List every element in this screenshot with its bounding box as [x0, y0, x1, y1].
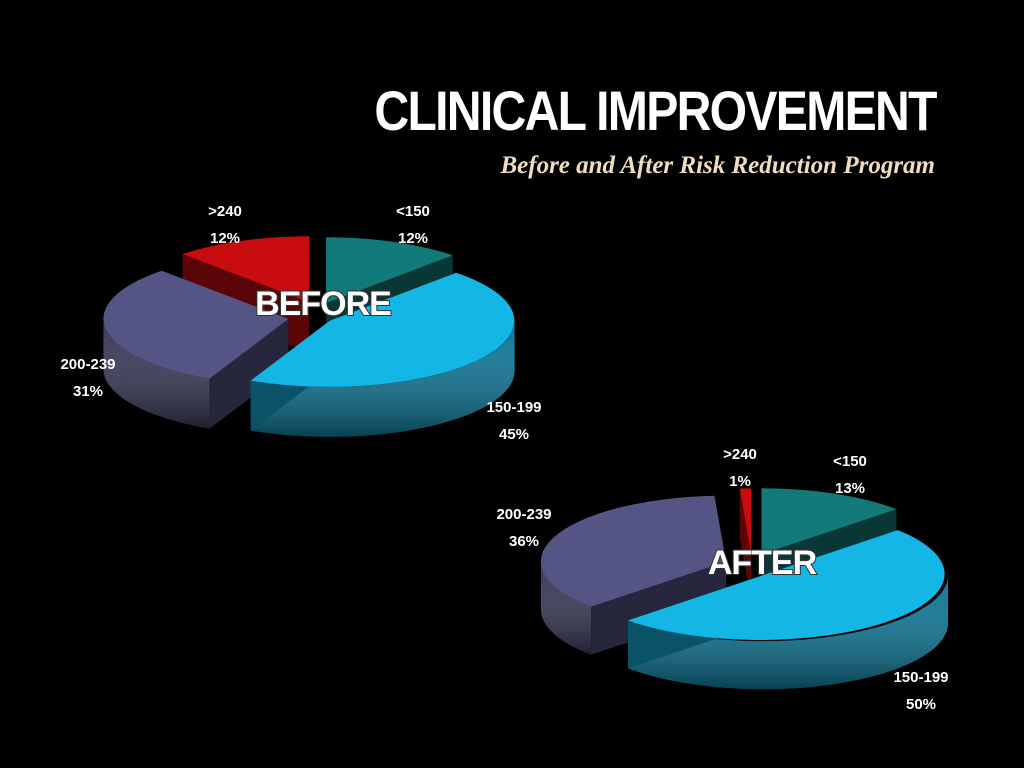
before-slice-lt150-top — [326, 237, 453, 304]
pie-before — [103, 236, 515, 437]
before-slice-150-199 — [250, 272, 515, 437]
after-label-gt240: >240 1% — [723, 446, 757, 490]
before-label-150-199-value: 45% — [499, 426, 529, 443]
after-slice-200-239 — [540, 495, 726, 655]
before-label-200-239-value: 31% — [73, 383, 103, 400]
pie-after — [540, 488, 948, 690]
before-slice-200-239-top — [103, 270, 289, 379]
before-label-200-239: 200-239 31% — [60, 356, 115, 400]
before-slice-200-239 — [103, 270, 289, 429]
after-slice-gt240-wall-0 — [739, 488, 752, 603]
before-slice-200-239-side-shade — [103, 318, 210, 429]
before-label-150-199-name: 150-199 — [486, 399, 541, 416]
before-label-gt240: >240 12% — [208, 203, 242, 247]
before-label-gt240-value: 12% — [210, 230, 240, 247]
before-slice-150-199-side-shade — [250, 320, 515, 437]
after-slice-gt240-top — [739, 488, 752, 555]
before-label-lt150-name: <150 — [396, 203, 430, 220]
after-label-150-199-name: 150-199 — [893, 669, 948, 686]
before-slice-150-199-top — [250, 272, 515, 387]
before-label-gt240-name: >240 — [208, 203, 242, 220]
before-label-200-239-name: 200-239 — [60, 356, 115, 373]
before-pie-title: BEFORE — [255, 285, 391, 323]
after-slice-150-199-top — [628, 530, 945, 640]
after-pie-title: AFTER — [708, 544, 817, 582]
after-slice-200-239-side-shade — [541, 561, 592, 655]
after-slice-gt240 — [739, 488, 752, 603]
after-label-200-239: 200-239 36% — [496, 506, 551, 550]
after-slice-lt150-top — [761, 488, 897, 555]
before-label-150-199: 150-199 45% — [486, 399, 541, 443]
after-label-gt240-name: >240 — [723, 446, 757, 463]
before-label-lt150-value: 12% — [398, 230, 428, 247]
before-slice-gt240-top — [182, 236, 310, 303]
after-slice-200-239-top — [540, 495, 726, 607]
after-label-150-199-value: 50% — [906, 696, 936, 713]
before-label-lt150: <150 12% — [396, 203, 430, 247]
after-label-200-239-name: 200-239 — [496, 506, 551, 523]
after-label-lt150-value: 13% — [835, 480, 865, 497]
after-label-gt240-value: 1% — [729, 473, 751, 490]
after-slice-200-239-wall-0 — [591, 561, 726, 655]
slide-title: CLINICAL IMPROVEMENT — [374, 79, 938, 142]
after-slice-150-199-side-shade — [628, 575, 948, 690]
slide-subtitle: Before and After Risk Reduction Program — [500, 152, 935, 179]
after-label-200-239-value: 36% — [509, 533, 539, 550]
after-slice-150-199 — [628, 530, 948, 690]
after-label-lt150: <150 13% — [833, 453, 867, 497]
after-label-150-199: 150-199 50% — [893, 669, 948, 713]
after-label-lt150-name: <150 — [833, 453, 867, 470]
